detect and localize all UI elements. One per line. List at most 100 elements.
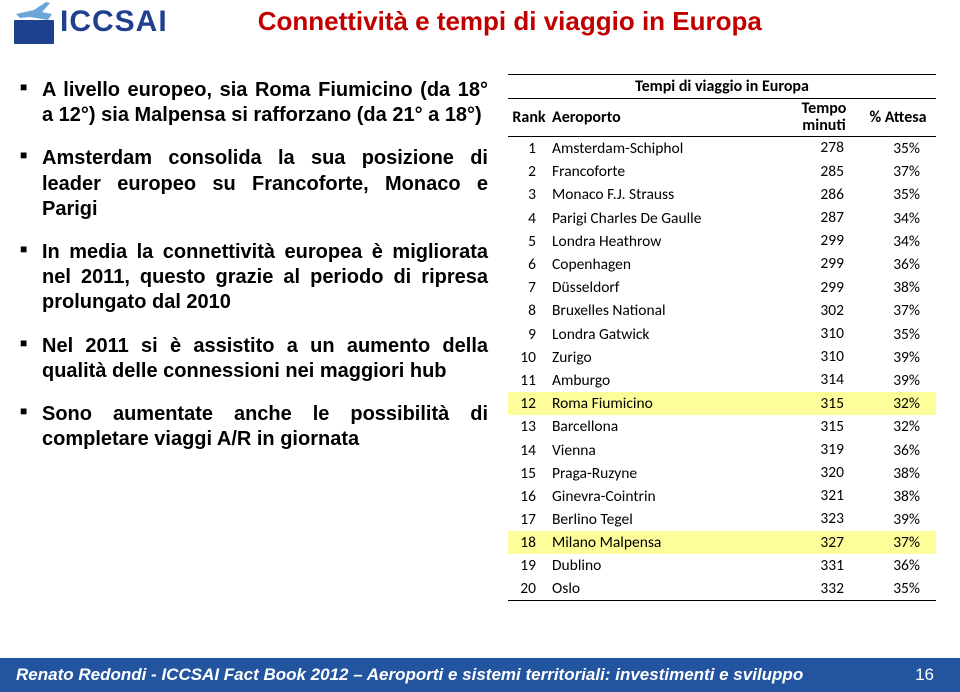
- cell-wait: 39%: [860, 348, 936, 367]
- table-row: 10Zurigo31039%: [508, 346, 936, 369]
- cell-airport: Düsseldorf: [550, 278, 788, 297]
- cell-airport: Londra Gatwick: [550, 325, 788, 344]
- table-row: 4Parigi Charles De Gaulle28734%: [508, 207, 936, 230]
- cell-time: 310: [788, 326, 860, 342]
- cell-wait: 35%: [860, 325, 936, 344]
- cell-rank: 1: [508, 139, 550, 158]
- logo: ICCSAI: [12, 0, 168, 44]
- cell-airport: Zurigo: [550, 348, 788, 367]
- cell-rank: 16: [508, 487, 550, 506]
- cell-wait: 36%: [860, 255, 936, 274]
- bullet-list: A livello europeo, sia Roma Fiumicino (d…: [20, 74, 500, 601]
- cell-airport: Praga-Ruzyne: [550, 464, 788, 483]
- cell-time: 315: [788, 396, 860, 412]
- cell-airport: Milano Malpensa: [550, 533, 788, 552]
- cell-time: 299: [788, 256, 860, 272]
- cell-time: 319: [788, 442, 860, 458]
- cell-time: 302: [788, 303, 860, 319]
- cell-wait: 38%: [860, 487, 936, 506]
- slide-title: Connettività e tempi di viaggio in Europ…: [258, 6, 762, 37]
- cell-airport: Monaco F.J. Strauss: [550, 185, 788, 204]
- bullet-item: Sono aumentate anche le possibilità di c…: [20, 402, 488, 452]
- cell-time: 299: [788, 233, 860, 249]
- cell-time: 299: [788, 280, 860, 296]
- table-row: 19Dublino33136%: [508, 554, 936, 577]
- cell-wait: 36%: [860, 441, 936, 460]
- table-row: 14Vienna31936%: [508, 438, 936, 461]
- table-row: 1Amsterdam-Schiphol27835%: [508, 137, 936, 160]
- table-row: 20Oslo33235%: [508, 578, 936, 601]
- table-row: 9Londra Gatwick31035%: [508, 323, 936, 346]
- footer-text: Renato Redondi - ICCSAI Fact Book 2012 –…: [16, 665, 803, 685]
- cell-time: 286: [788, 187, 860, 203]
- table-title: Tempi di viaggio in Europa: [508, 74, 936, 99]
- cell-rank: 17: [508, 510, 550, 529]
- cell-wait: 39%: [860, 371, 936, 390]
- cell-time: 285: [788, 164, 860, 180]
- bullet-item: Nel 2011 si è assistito a un aumento del…: [20, 334, 488, 384]
- cell-time: 287: [788, 210, 860, 226]
- cell-time: 321: [788, 488, 860, 504]
- cell-rank: 5: [508, 232, 550, 251]
- cell-rank: 14: [508, 441, 550, 460]
- cell-wait: 35%: [860, 185, 936, 204]
- th-time-l1: Tempo: [788, 101, 860, 118]
- cell-time: 315: [788, 419, 860, 435]
- cell-airport: Parigi Charles De Gaulle: [550, 209, 788, 228]
- bullet-item: Amsterdam consolida la sua posizione di …: [20, 146, 488, 222]
- cell-wait: 39%: [860, 510, 936, 529]
- cell-airport: Dublino: [550, 556, 788, 575]
- cell-time: 310: [788, 349, 860, 365]
- cell-wait: 32%: [860, 417, 936, 436]
- logo-text: ICCSAI: [60, 5, 168, 39]
- cell-rank: 2: [508, 162, 550, 181]
- cell-rank: 20: [508, 579, 550, 598]
- table-row: 8Bruxelles National30237%: [508, 299, 936, 322]
- th-time: Tempo minuti: [788, 101, 860, 135]
- cell-airport: Barcellona: [550, 417, 788, 436]
- cell-wait: 34%: [860, 209, 936, 228]
- cell-airport: Bruxelles National: [550, 301, 788, 320]
- cell-rank: 8: [508, 301, 550, 320]
- table-row: 13Barcellona31532%: [508, 415, 936, 438]
- content-area: A livello europeo, sia Roma Fiumicino (d…: [0, 64, 960, 601]
- table-row: 11Amburgo31439%: [508, 369, 936, 392]
- cell-airport: Vienna: [550, 441, 788, 460]
- cell-airport: Amburgo: [550, 371, 788, 390]
- table-row: 18Milano Malpensa32737%: [508, 531, 936, 554]
- cell-rank: 12: [508, 394, 550, 413]
- table-row: 5Londra Heathrow29934%: [508, 230, 936, 253]
- table-row: 7Düsseldorf29938%: [508, 276, 936, 299]
- table-row: 17Berlino Tegel32339%: [508, 508, 936, 531]
- cell-wait: 38%: [860, 464, 936, 483]
- cell-rank: 4: [508, 209, 550, 228]
- bullet-item: In media la connettività europea è migli…: [20, 240, 488, 316]
- table-body: 1Amsterdam-Schiphol27835%2Francoforte285…: [508, 137, 936, 601]
- page-number: 16: [915, 665, 934, 685]
- cell-wait: 32%: [860, 394, 936, 413]
- bullet-item: A livello europeo, sia Roma Fiumicino (d…: [20, 78, 488, 128]
- cell-airport: Londra Heathrow: [550, 232, 788, 251]
- cell-wait: 37%: [860, 533, 936, 552]
- cell-wait: 35%: [860, 579, 936, 598]
- table-row: 16Ginevra-Cointrin32138%: [508, 485, 936, 508]
- cell-rank: 19: [508, 556, 550, 575]
- cell-time: 320: [788, 465, 860, 481]
- table-row: 12Roma Fiumicino31532%: [508, 392, 936, 415]
- header: ICCSAI Connettività e tempi di viaggio i…: [0, 0, 960, 64]
- cell-airport: Oslo: [550, 579, 788, 598]
- cell-time: 314: [788, 372, 860, 388]
- cell-airport: Roma Fiumicino: [550, 394, 788, 413]
- cell-rank: 3: [508, 185, 550, 204]
- cell-rank: 15: [508, 464, 550, 483]
- cell-time: 332: [788, 581, 860, 597]
- th-rank: Rank: [508, 108, 550, 127]
- th-wait: % Attesa: [860, 108, 936, 127]
- cell-time: 327: [788, 535, 860, 551]
- cell-rank: 7: [508, 278, 550, 297]
- cell-airport: Berlino Tegel: [550, 510, 788, 529]
- cell-rank: 9: [508, 325, 550, 344]
- table-row: 2Francoforte28537%: [508, 160, 936, 183]
- cell-wait: 35%: [860, 139, 936, 158]
- cell-time: 331: [788, 558, 860, 574]
